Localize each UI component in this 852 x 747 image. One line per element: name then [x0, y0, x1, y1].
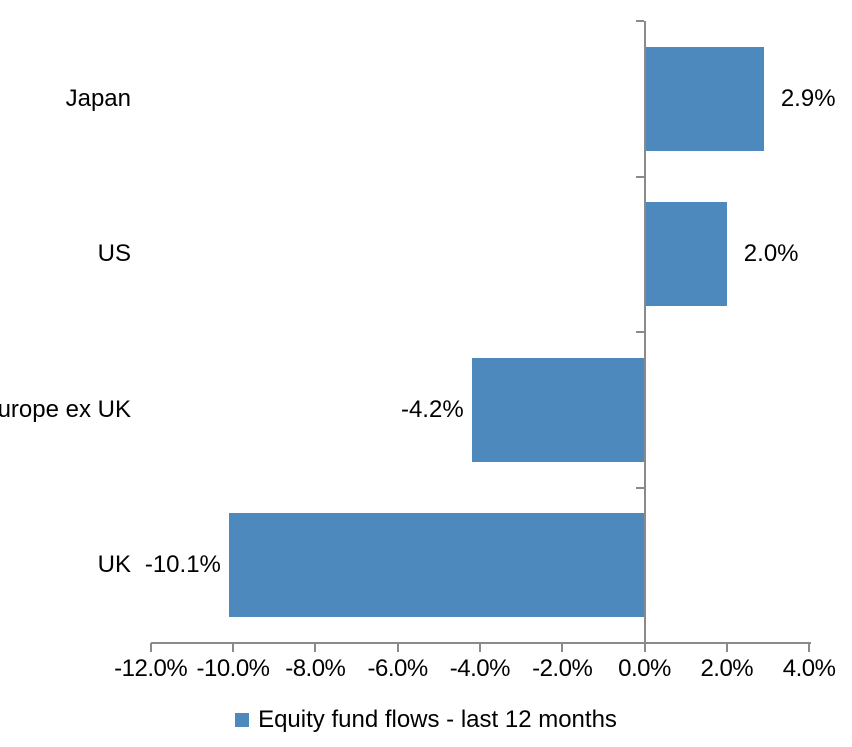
value-axis-tick	[149, 643, 152, 652]
bar-europe-ex-uk	[471, 357, 645, 462]
value-axis-tick	[314, 643, 317, 652]
legend-swatch-icon	[235, 713, 250, 727]
legend: Equity fund flows - last 12 months	[0, 708, 852, 732]
value-axis-tick-label: -8.0%	[285, 655, 346, 682]
value-axis-tick-label: 4.0%	[782, 655, 836, 682]
bar-uk	[228, 513, 645, 618]
category-axis-tick	[635, 486, 644, 489]
data-label: 2.9%	[780, 84, 836, 112]
category-axis-tick	[635, 20, 644, 22]
value-axis-tick	[808, 643, 811, 652]
category-axis-tick	[635, 175, 644, 178]
value-axis-tick	[478, 643, 481, 652]
value-axis-tick	[561, 643, 564, 652]
category-label: Europe ex UK	[0, 395, 131, 423]
category-label: US	[97, 240, 131, 268]
data-label: 2.0%	[743, 240, 799, 268]
value-axis-line	[151, 642, 811, 644]
value-axis-tick-label: -4.0%	[449, 655, 511, 682]
value-axis-tick	[725, 643, 728, 652]
category-label: Japan	[65, 84, 131, 112]
value-axis-tick-label: 0.0%	[618, 655, 671, 682]
value-axis-tick-label: -6.0%	[367, 655, 428, 682]
value-axis-tick-label: -10.0%	[196, 655, 270, 682]
bar-us	[644, 202, 727, 307]
bar-japan	[644, 46, 764, 151]
value-axis-tick	[643, 643, 646, 652]
data-label: -4.2%	[400, 395, 464, 423]
value-axis-tick	[396, 643, 399, 652]
value-axis-tick-label: -12.0%	[114, 655, 188, 682]
legend-label: Equity fund flows - last 12 months	[258, 706, 617, 733]
data-label: -10.1%	[144, 551, 221, 579]
category-axis-line	[643, 21, 646, 652]
value-axis-tick-label: 2.0%	[700, 655, 754, 682]
value-axis-tick-label: -2.0%	[532, 655, 593, 682]
category-axis-tick	[635, 331, 644, 333]
category-label: UK	[97, 551, 131, 579]
value-axis-tick	[232, 643, 234, 652]
